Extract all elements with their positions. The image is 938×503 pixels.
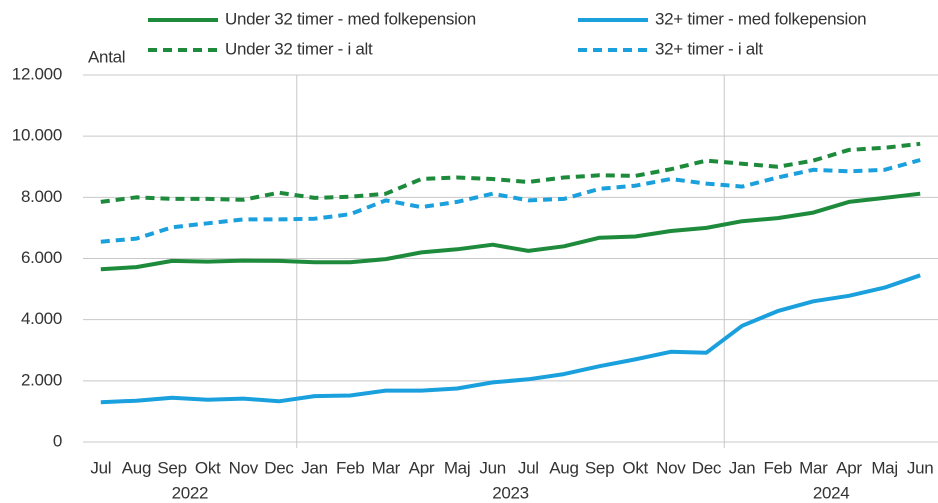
- series-line: [100, 158, 921, 244]
- x-tick-label: Sep: [157, 458, 186, 477]
- y-tick-label: 10.000: [12, 126, 62, 145]
- x-tick-label: Jul: [90, 458, 111, 477]
- x-tick-label: Okt: [622, 458, 648, 477]
- x-tick-label: Nov: [229, 458, 259, 477]
- y-tick-label: 4.000: [21, 309, 62, 328]
- x-tick-label: Aug: [122, 458, 151, 477]
- legend-label: Under 32 timer - med folkepension: [225, 9, 476, 28]
- x-tick-label: Maj: [444, 458, 471, 477]
- x-tick-label: Okt: [195, 458, 221, 477]
- x-tick-label: Jan: [301, 458, 328, 477]
- x-tick-label: Nov: [656, 458, 686, 477]
- y-tick-label: 8.000: [21, 187, 62, 206]
- x-tick-label: Mar: [799, 458, 828, 477]
- series-line: [100, 141, 921, 204]
- x-tick-label: Feb: [336, 458, 364, 477]
- legend-label: 32+ timer - i alt: [655, 39, 763, 58]
- x-tick-label: Apr: [836, 458, 862, 477]
- legend-label: Under 32 timer - i alt: [225, 39, 373, 58]
- y-tick-label: 12.000: [12, 64, 62, 83]
- series-line: [100, 191, 921, 272]
- y-axis-label: Antal: [88, 47, 125, 66]
- y-tick-label: 0: [53, 431, 62, 450]
- x-tick-label: Jun: [479, 458, 506, 477]
- x-group-label: 2022: [172, 483, 209, 502]
- x-tick-label: Dec: [264, 458, 294, 477]
- x-tick-label: Aug: [549, 458, 578, 477]
- x-tick-label: Jun: [907, 458, 934, 477]
- x-group-label: 2023: [492, 483, 529, 502]
- x-tick-label: Jan: [729, 458, 756, 477]
- x-tick-label: Feb: [763, 458, 791, 477]
- legend-label: 32+ timer - med folkepension: [655, 9, 866, 28]
- x-tick-label: Apr: [409, 458, 435, 477]
- x-tick-label: Sep: [585, 458, 614, 477]
- series-line: [100, 273, 921, 405]
- x-group-label: 2024: [813, 483, 850, 502]
- x-tick-label: Maj: [871, 458, 898, 477]
- x-tick-label: Jul: [518, 458, 539, 477]
- x-tick-label: Mar: [372, 458, 401, 477]
- y-tick-label: 2.000: [21, 370, 62, 389]
- x-tick-label: Dec: [692, 458, 722, 477]
- y-tick-label: 6.000: [21, 248, 62, 267]
